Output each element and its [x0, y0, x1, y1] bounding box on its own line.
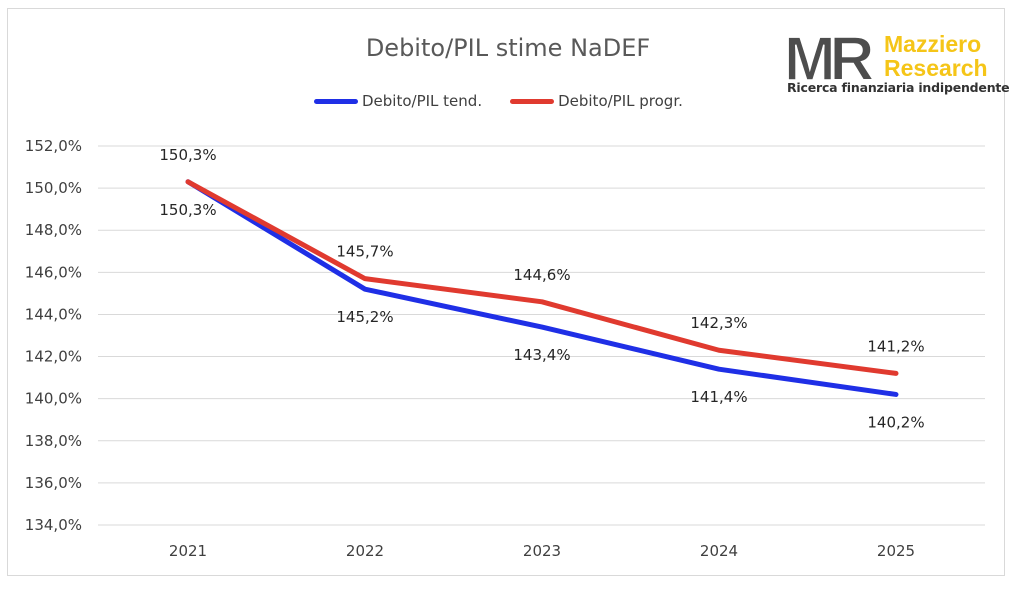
logo-mark: MR — [784, 28, 874, 94]
logo-name-line2: Research — [884, 55, 988, 81]
x-tick-label: 2021 — [169, 542, 207, 560]
legend-swatch-tend — [314, 98, 358, 104]
series-line-tend — [185, 179, 899, 397]
legend-label-tend: Debito/PIL tend. — [362, 92, 483, 110]
logo-name-line1: Mazziero — [884, 31, 981, 57]
x-tick-label: 2022 — [346, 542, 384, 560]
chart-title: Debito/PIL stime NaDEF — [365, 34, 651, 62]
data-label-tend: 145,2% — [336, 308, 393, 326]
chart-legend: Debito/PIL tend. Debito/PIL progr. — [314, 92, 711, 110]
data-label-tend: 150,3% — [159, 201, 216, 219]
y-tick-label: 134,0% — [25, 516, 82, 534]
data-label-progr: 145,7% — [336, 243, 393, 261]
data-label-progr: 144,6% — [513, 266, 570, 284]
data-label-tend: 140,2% — [867, 413, 924, 431]
y-tick-label: 146,0% — [25, 263, 82, 281]
x-tick-label: 2024 — [700, 542, 738, 560]
mazziero-research-logo: MR Mazziero Research — [784, 28, 988, 95]
legend-swatch-progr — [510, 98, 555, 104]
y-tick-label: 142,0% — [25, 348, 82, 366]
data-label-progr: 141,2% — [867, 337, 924, 355]
legend-label-progr: Debito/PIL progr. — [558, 92, 683, 110]
y-tick-label: 150,0% — [25, 179, 82, 197]
y-tick-label: 152,0% — [25, 137, 82, 155]
y-tick-label: 148,0% — [25, 221, 82, 239]
data-label-progr: 142,3% — [690, 314, 747, 332]
series-line-progr — [185, 179, 899, 376]
y-tick-label: 138,0% — [25, 432, 82, 450]
data-label-tend: 143,4% — [513, 346, 570, 364]
data-label-progr: 150,3% — [159, 146, 216, 164]
y-tick-label: 144,0% — [25, 305, 82, 323]
x-tick-label: 2025 — [877, 542, 915, 560]
data-label-tend: 141,4% — [690, 388, 747, 406]
legend-item-progr: Debito/PIL progr. — [510, 92, 683, 110]
y-tick-label: 140,0% — [25, 390, 82, 408]
legend-item-tend: Debito/PIL tend. — [314, 92, 482, 110]
y-tick-label: 136,0% — [25, 474, 82, 492]
logo-tagline: Ricerca finanziaria indipendente — [787, 80, 1010, 95]
chart-frame — [7, 8, 1005, 576]
x-tick-label: 2023 — [523, 542, 561, 560]
